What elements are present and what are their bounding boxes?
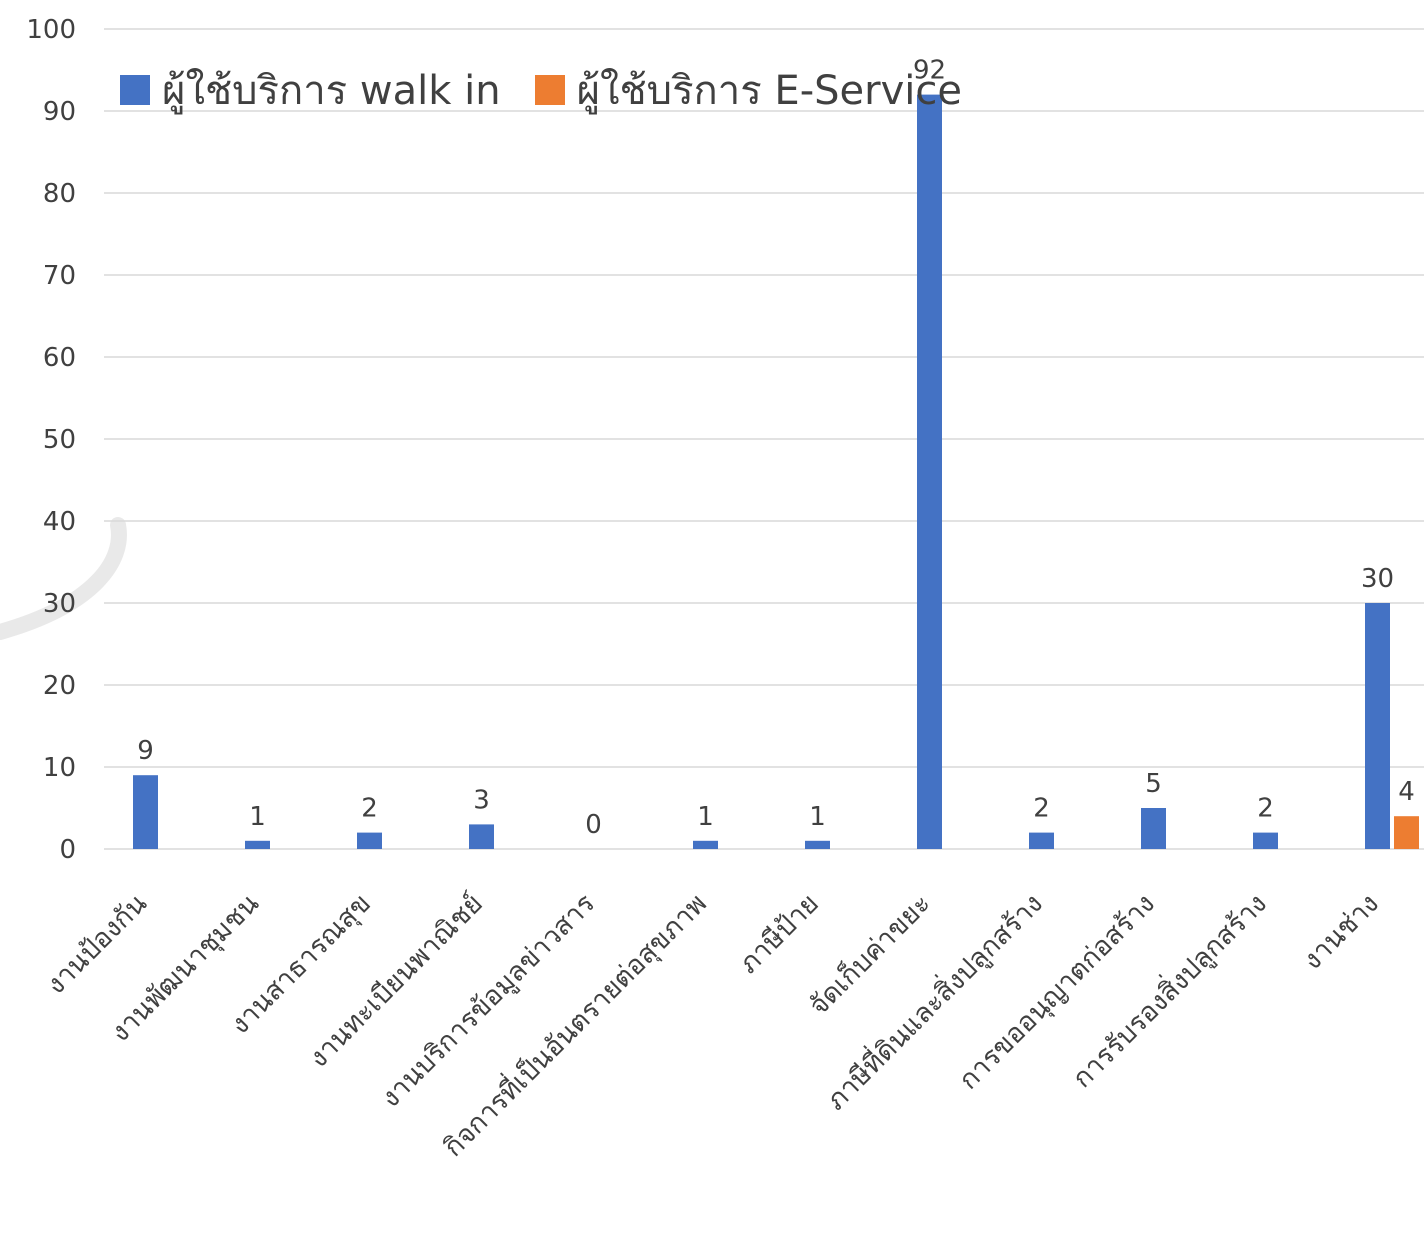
bar-walk-in	[1253, 832, 1278, 849]
legend-item-walk-in: ผู้ใช้บริการ walk in	[120, 58, 501, 122]
y-tick-label: 0	[59, 835, 76, 865]
data-label: 9	[137, 736, 154, 766]
legend: ผู้ใช้บริการ walk in ผู้ใช้บริการ E-Serv…	[120, 58, 996, 122]
y-tick-label: 60	[43, 343, 76, 373]
x-category-label: งานป้องกัน	[40, 888, 153, 1001]
y-tick-label: 80	[43, 179, 76, 209]
data-label: 1	[809, 802, 826, 832]
data-label: 4	[1398, 777, 1415, 807]
y-tick-label: 40	[43, 507, 76, 537]
legend-label-e-service: ผู้ใช้บริการ E-Service	[576, 68, 962, 114]
bar-walk-in	[1365, 603, 1390, 849]
data-label: 92	[913, 56, 946, 86]
data-label: 30	[1361, 564, 1394, 594]
data-label: 1	[249, 802, 266, 832]
bar-walk-in	[357, 832, 382, 849]
x-category-label: การขออนุญาตก่อสร้าง	[953, 888, 1162, 1097]
bar-walk-in	[805, 840, 830, 849]
y-tick-label: 100	[26, 15, 76, 45]
x-category-label: การรับรองสิ่งปลูกสร้าง	[1064, 885, 1273, 1094]
legend-item-e-service: ผู้ใช้บริการ E-Service	[534, 58, 962, 122]
y-tick-label: 70	[43, 261, 76, 291]
bar-walk-in	[469, 824, 494, 849]
y-tick-label: 90	[43, 97, 76, 127]
y-tick-label: 50	[43, 425, 76, 455]
x-category-label: ภาษีป้าย	[733, 888, 825, 980]
x-category-label: ภาษีที่ดินและสิ่งปลูกสร้าง	[818, 885, 1049, 1116]
x-category-label: งานช่าง	[1297, 888, 1385, 976]
bar-walk-in	[917, 94, 942, 850]
bar-walk-in	[693, 840, 718, 849]
data-label: 2	[1033, 794, 1050, 824]
data-label: 2	[361, 794, 378, 824]
bar-walk-in	[133, 775, 158, 849]
y-tick-label: 30	[43, 589, 76, 619]
data-label: 2	[1257, 794, 1274, 824]
data-label: 3	[473, 785, 490, 815]
legend-swatch-walk-in	[120, 75, 150, 105]
bar-walk-in	[1029, 832, 1054, 849]
y-tick-label: 10	[43, 753, 76, 783]
legend-swatch-e-service	[534, 75, 565, 105]
bar-walk-in	[1141, 808, 1166, 849]
data-label: 0	[585, 810, 602, 840]
x-category-label: งานบริการข้อมูลข่าวสาร	[375, 888, 601, 1114]
y-tick-label: 20	[43, 671, 76, 701]
legend-label-walk-in: ผู้ใช้บริการ walk in	[162, 68, 501, 114]
data-label: 5	[1145, 769, 1162, 799]
bar-e-service	[1394, 816, 1419, 849]
data-label: 1	[697, 802, 714, 832]
bar-walk-in	[245, 840, 270, 849]
decorative-arc	[0, 517, 127, 640]
